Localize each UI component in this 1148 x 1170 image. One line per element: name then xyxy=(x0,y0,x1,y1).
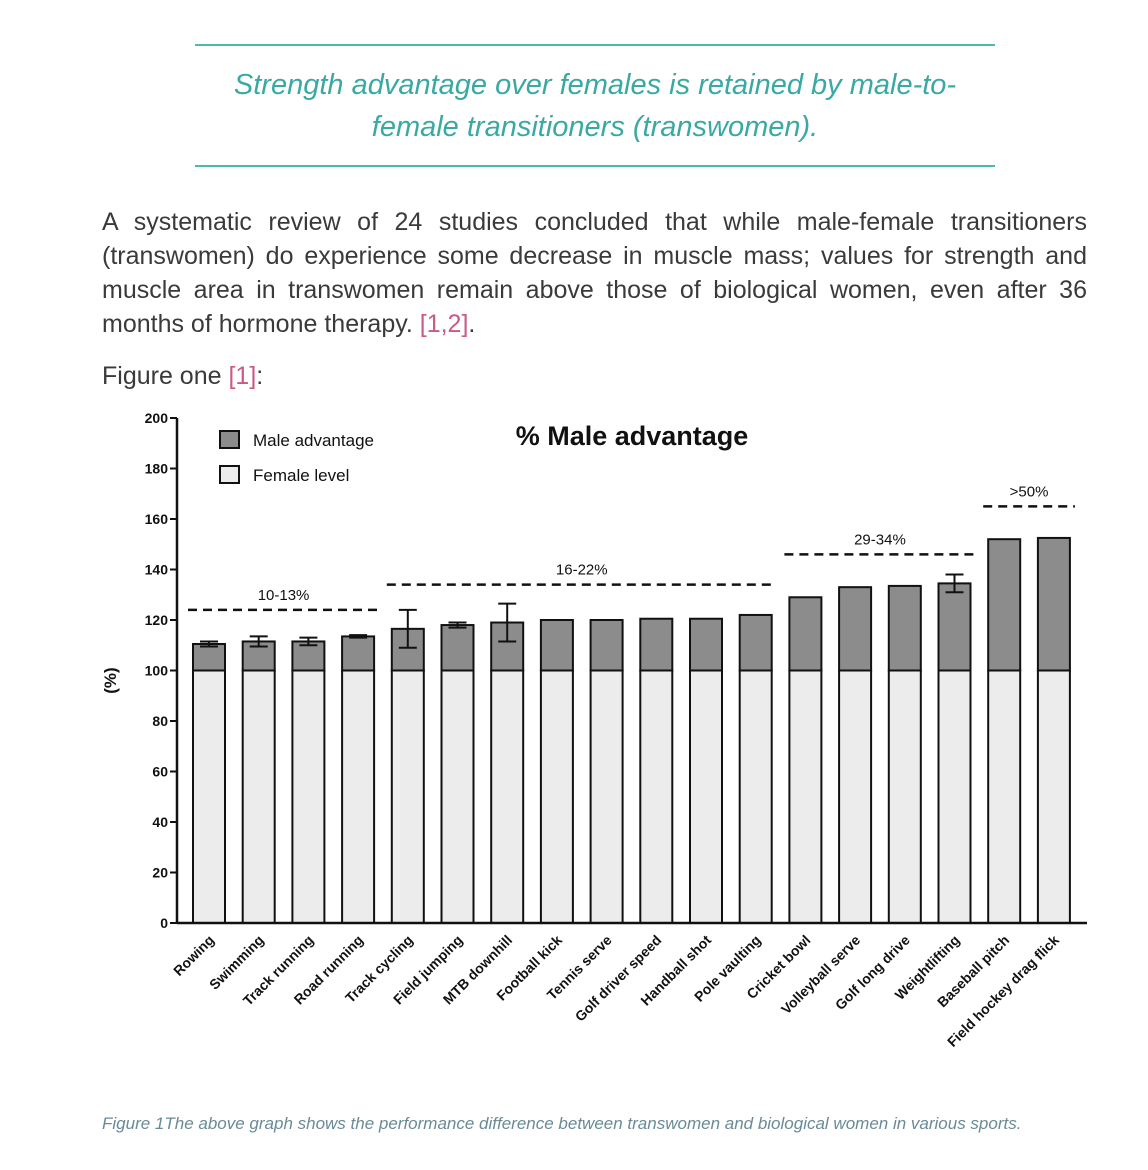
bar-male-advantage xyxy=(440,624,475,672)
bar-female-level xyxy=(639,669,674,924)
bar-female-level xyxy=(1036,669,1071,924)
bar-female-level xyxy=(887,669,922,924)
body-paragraph-text: A systematic review of 24 studies conclu… xyxy=(102,208,1087,338)
y-axis-label: (%) xyxy=(101,667,120,693)
group-label: 10-13% xyxy=(258,587,310,604)
legend-swatch xyxy=(219,465,240,484)
bar-female-level xyxy=(539,669,574,924)
bar-male-advantage xyxy=(887,584,922,672)
bar-male-advantage xyxy=(838,586,873,672)
bar-male-advantage xyxy=(1036,536,1071,672)
x-tick-label: Golf driver speed xyxy=(572,932,665,1025)
y-tick-label: 180 xyxy=(145,461,169,477)
bar-female-level xyxy=(291,669,326,924)
y-tick-label: 200 xyxy=(145,410,169,426)
y-tick-label: 80 xyxy=(152,713,168,729)
figure-label-end: : xyxy=(256,362,264,390)
chart-title: % Male advantage xyxy=(516,421,749,451)
y-tick-label: 120 xyxy=(145,612,169,628)
bar-female-level xyxy=(738,669,773,924)
legend-label: Female level xyxy=(253,466,349,485)
group-label: 29-34% xyxy=(854,531,906,548)
bar-male-advantage xyxy=(539,619,574,672)
figure-citation-link[interactable]: [1] xyxy=(228,362,257,390)
figure-label: Figure one [1]: xyxy=(102,362,263,391)
bar-male-advantage xyxy=(689,617,723,672)
y-tick-label: 40 xyxy=(152,814,168,830)
bar-male-advantage xyxy=(589,619,624,672)
citation-link[interactable]: [1,2] xyxy=(419,310,469,338)
body-paragraph: A systematic review of 24 studies conclu… xyxy=(102,205,1087,341)
y-tick-label: 20 xyxy=(152,865,168,881)
figure-label-text: Figure one xyxy=(102,362,229,390)
bar-male-advantage xyxy=(987,538,1022,672)
bar-female-level xyxy=(192,669,226,924)
bar-male-advantage xyxy=(738,613,773,672)
y-tick-label: 160 xyxy=(145,511,169,527)
bar-male-advantage xyxy=(788,596,823,672)
y-tick-label: 60 xyxy=(152,764,168,780)
body-paragraph-end: . xyxy=(468,310,476,338)
pull-quote-line-2: female transitioners (transwomen). xyxy=(371,111,819,143)
bottom-divider xyxy=(195,165,995,167)
bar-female-level xyxy=(937,669,972,924)
bar-male-advantage xyxy=(291,640,326,672)
pull-quote-line-1: Strength advantage over females is retai… xyxy=(233,69,957,101)
bar-female-level xyxy=(589,669,624,924)
top-divider xyxy=(195,44,995,46)
bar-female-level xyxy=(341,669,376,924)
x-tick-label: Rowing xyxy=(170,932,217,979)
bar-female-level xyxy=(390,669,425,924)
group-label: 16-22% xyxy=(556,562,608,579)
bar-female-level xyxy=(838,669,873,924)
y-tick-label: 0 xyxy=(160,915,168,931)
legend-swatch xyxy=(219,430,240,449)
bar-female-level xyxy=(689,669,723,924)
bar-female-level xyxy=(490,669,525,924)
figure-caption: Figure 1The above graph shows the perfor… xyxy=(102,1114,1022,1133)
legend-label: Male advantage xyxy=(253,431,374,450)
bar-male-advantage xyxy=(192,642,226,672)
bar-female-level xyxy=(241,669,276,924)
bar-male-advantage xyxy=(937,582,972,672)
pull-quote: Strength advantage over females is retai… xyxy=(160,64,1030,148)
y-tick-label: 140 xyxy=(145,562,169,578)
bar-male-advantage xyxy=(639,617,674,672)
group-label: >50% xyxy=(1010,483,1049,500)
bar-female-level xyxy=(788,669,823,924)
bar-female-level xyxy=(440,669,475,924)
y-tick-label: 100 xyxy=(145,663,169,679)
bar-female-level xyxy=(987,669,1022,924)
bar-male-advantage xyxy=(341,635,376,672)
